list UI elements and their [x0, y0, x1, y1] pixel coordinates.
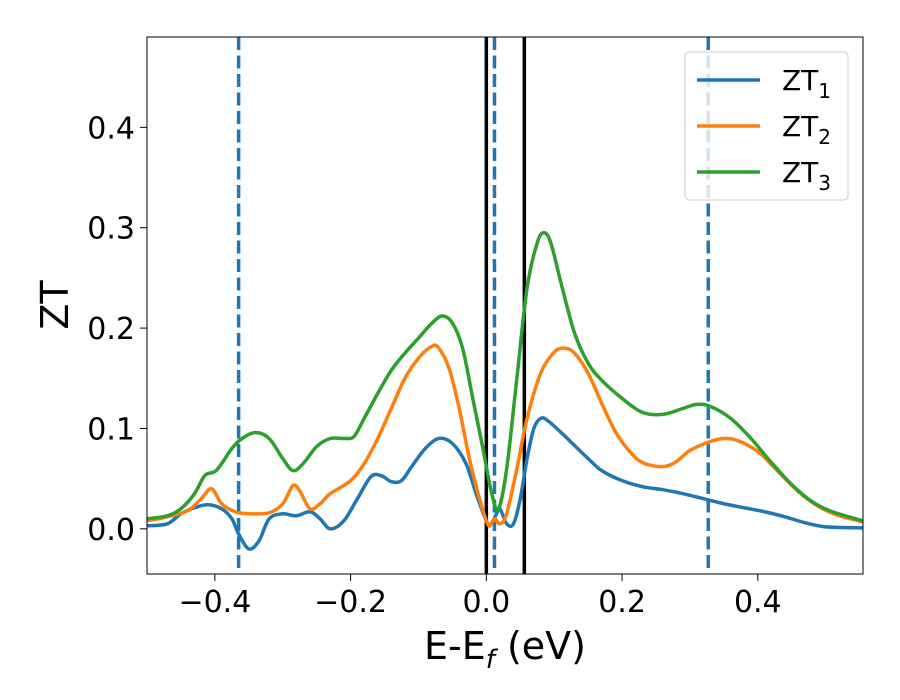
reference-lines [236, 37, 711, 574]
y-tick-label: 0.3 [87, 212, 135, 247]
x-axis-label: E-Ef (eV) [424, 624, 586, 675]
series-lines [147, 230, 863, 551]
legend-label-zt3: ZT3 [782, 156, 831, 195]
y-axis-label: ZT [33, 280, 77, 330]
legend-items: ZT1 ZT2 ZT3 [697, 64, 831, 195]
series-line-zt1 [147, 416, 863, 551]
plot-frame [146, 36, 864, 575]
x-tick-label: −0.4 [178, 585, 251, 620]
x-tick-label: 0.0 [462, 585, 510, 620]
legend-label-zt2: ZT2 [782, 110, 831, 149]
legend-label-zt1: ZT1 [782, 64, 831, 103]
y-tick-label: 0.2 [87, 312, 135, 347]
x-tick-label: 0.4 [734, 585, 782, 620]
x-tick-label: 0.2 [598, 585, 646, 620]
legend: ZT1 ZT2 ZT3 [684, 51, 849, 201]
series-line-zt2 [147, 343, 863, 528]
y-axis-ticks: 0.0 0.1 0.2 0.3 0.4 [87, 111, 147, 548]
y-tick-label: 0.4 [87, 111, 135, 146]
series-line-zt3 [147, 230, 863, 523]
y-tick-label: 0.0 [87, 513, 135, 548]
x-axis-ticks: −0.4 −0.2 0.0 0.2 0.4 [178, 574, 782, 620]
legend-box [684, 51, 849, 201]
x-tick-label: −0.2 [314, 585, 387, 620]
y-tick-label: 0.1 [87, 412, 135, 447]
